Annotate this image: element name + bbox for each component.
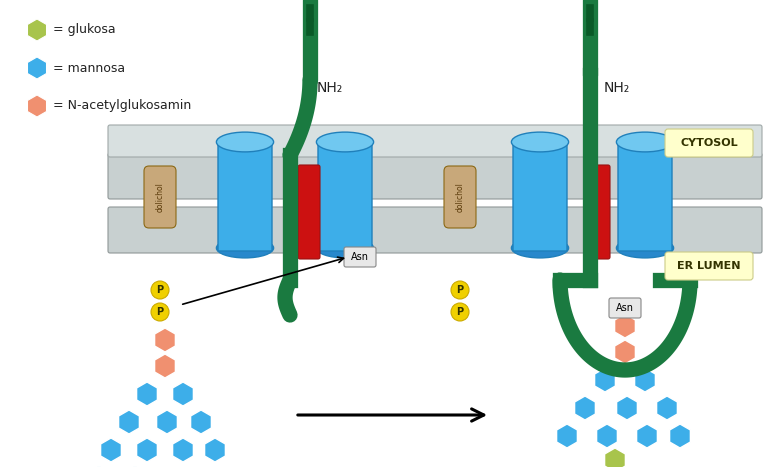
Text: = N-acetylglukosamin: = N-acetylglukosamin — [53, 99, 191, 113]
Circle shape — [151, 281, 169, 299]
Polygon shape — [657, 396, 678, 420]
Polygon shape — [597, 424, 618, 448]
Polygon shape — [155, 354, 176, 378]
Polygon shape — [557, 424, 578, 448]
Polygon shape — [28, 95, 46, 117]
Polygon shape — [89, 466, 109, 467]
Polygon shape — [125, 466, 146, 467]
Text: P: P — [156, 285, 163, 295]
FancyBboxPatch shape — [665, 252, 753, 280]
FancyBboxPatch shape — [618, 139, 672, 251]
Ellipse shape — [316, 238, 373, 258]
Ellipse shape — [617, 238, 674, 258]
Text: P: P — [457, 285, 464, 295]
Text: NH₂: NH₂ — [604, 81, 630, 95]
FancyBboxPatch shape — [344, 247, 376, 267]
FancyBboxPatch shape — [588, 165, 610, 259]
Text: P: P — [457, 307, 464, 317]
FancyBboxPatch shape — [513, 139, 567, 251]
FancyBboxPatch shape — [444, 166, 476, 228]
Polygon shape — [156, 410, 177, 434]
FancyBboxPatch shape — [609, 298, 641, 318]
Polygon shape — [191, 410, 212, 434]
Polygon shape — [614, 340, 635, 364]
Circle shape — [151, 303, 169, 321]
Text: dolichol: dolichol — [156, 182, 165, 212]
Text: = glukosa: = glukosa — [53, 23, 116, 36]
Polygon shape — [172, 438, 193, 462]
Ellipse shape — [316, 132, 373, 152]
Polygon shape — [136, 438, 157, 462]
FancyBboxPatch shape — [218, 139, 272, 251]
Ellipse shape — [617, 132, 674, 152]
Text: Asn: Asn — [616, 303, 634, 313]
Text: dolichol: dolichol — [456, 182, 464, 212]
Polygon shape — [604, 448, 625, 467]
FancyBboxPatch shape — [144, 166, 176, 228]
FancyBboxPatch shape — [665, 129, 753, 157]
Ellipse shape — [216, 132, 273, 152]
Polygon shape — [155, 328, 176, 352]
FancyBboxPatch shape — [318, 139, 372, 251]
Ellipse shape — [511, 238, 568, 258]
Polygon shape — [637, 424, 658, 448]
Polygon shape — [617, 396, 638, 420]
FancyBboxPatch shape — [108, 153, 762, 199]
Polygon shape — [670, 424, 691, 448]
FancyBboxPatch shape — [108, 125, 762, 157]
Polygon shape — [614, 314, 635, 338]
Text: P: P — [156, 307, 163, 317]
Circle shape — [451, 303, 469, 321]
Text: = mannosa: = mannosa — [53, 62, 125, 75]
Ellipse shape — [216, 238, 273, 258]
Polygon shape — [574, 396, 595, 420]
Text: CYTOSOL: CYTOSOL — [680, 138, 738, 148]
Polygon shape — [28, 57, 46, 79]
Polygon shape — [136, 382, 157, 406]
Polygon shape — [172, 382, 193, 406]
Ellipse shape — [511, 132, 568, 152]
Polygon shape — [119, 410, 139, 434]
Polygon shape — [28, 19, 46, 41]
Text: ER LUMEN: ER LUMEN — [678, 261, 741, 271]
Text: Asn: Asn — [351, 252, 369, 262]
Text: NH₂: NH₂ — [317, 81, 343, 95]
Polygon shape — [205, 438, 226, 462]
Polygon shape — [594, 368, 615, 392]
Polygon shape — [634, 368, 655, 392]
FancyBboxPatch shape — [298, 165, 320, 259]
FancyBboxPatch shape — [108, 207, 762, 253]
Circle shape — [451, 281, 469, 299]
Polygon shape — [101, 438, 122, 462]
